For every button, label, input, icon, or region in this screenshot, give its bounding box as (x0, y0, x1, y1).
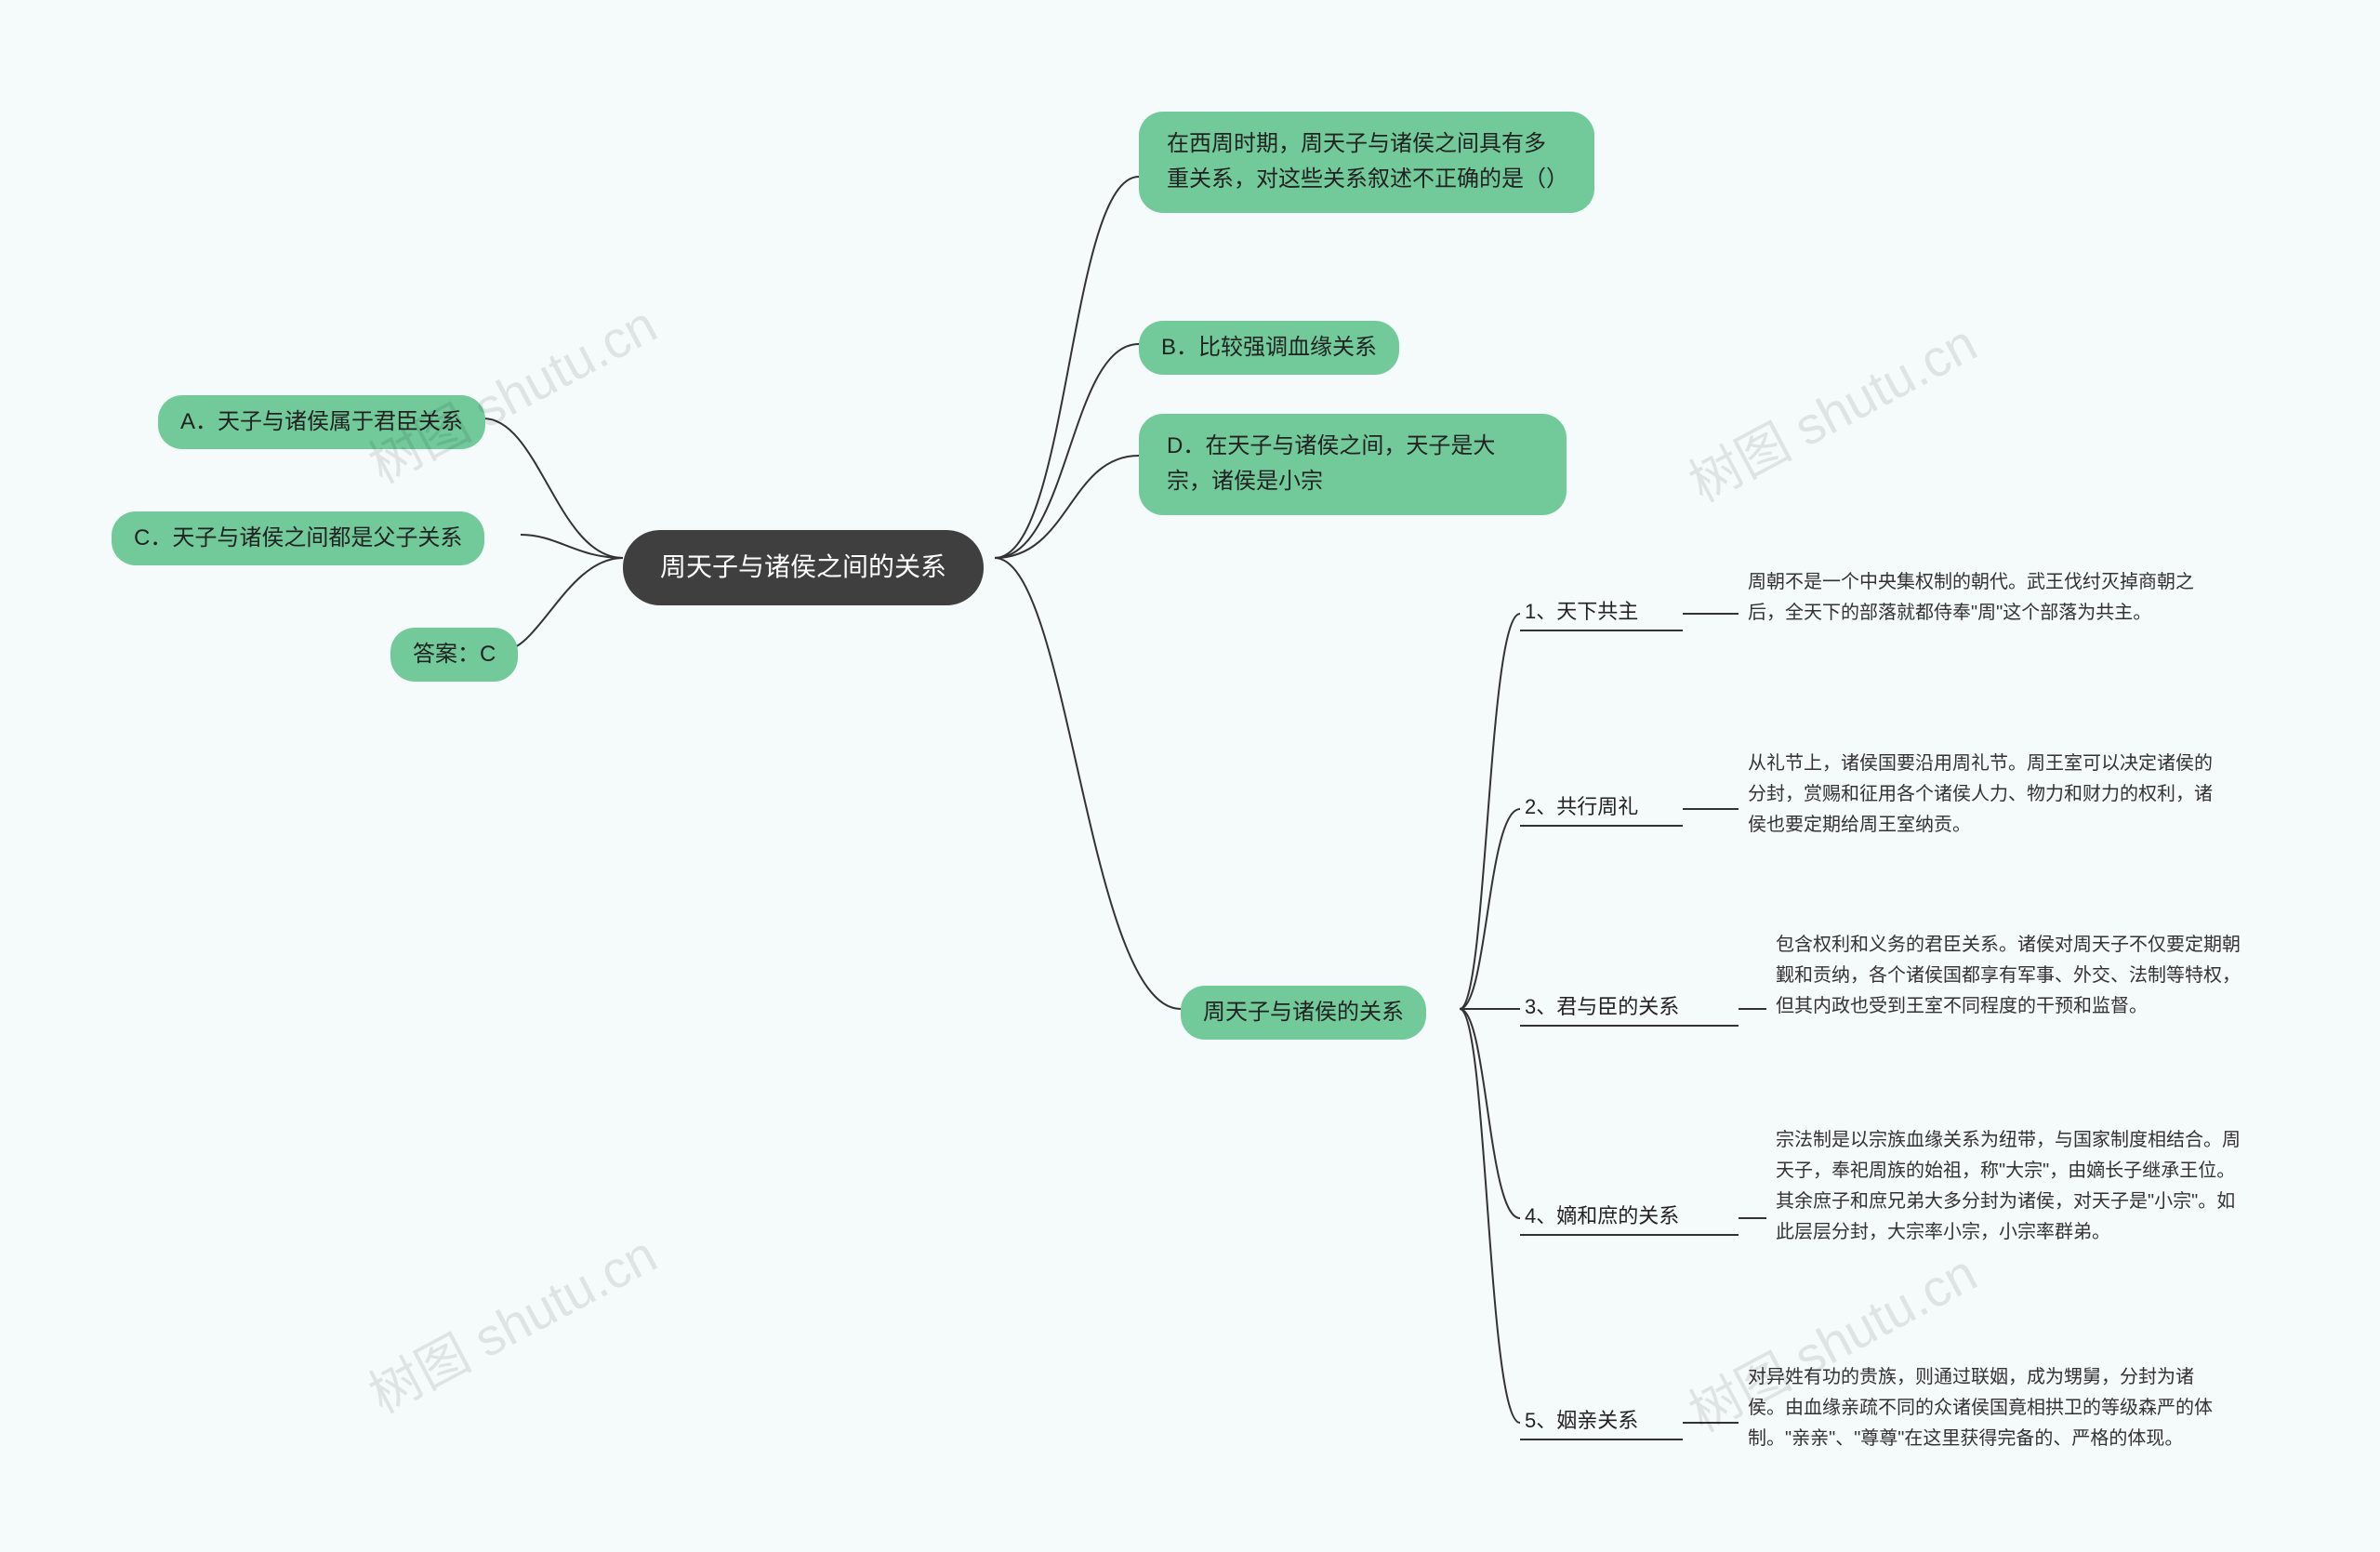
item-1-desc: 周朝不是一个中央集权制的朝代。武王伐纣灭掉商朝之后，全天下的部落就都侍奉"周"这… (1748, 567, 2213, 629)
option-d-text: D．在天子与诸侯之间，天子是大宗，诸侯是小宗 (1167, 433, 1495, 494)
watermark-text: 树图 shutu.cn (354, 1214, 668, 1428)
option-c[interactable]: C．天子与诸侯之间都是父子关系 (112, 511, 484, 565)
answer-text: 答案：C (413, 642, 496, 667)
root-label: 周天子与诸侯之间的关系 (660, 552, 946, 581)
option-b-text: B．比较强调血缘关系 (1161, 335, 1377, 360)
item-2-desc: 从礼节上，诸侯国要沿用周礼节。周王室可以决定诸侯的分封，赏赐和征用各个诸侯人力、… (1748, 749, 2213, 841)
item-1-label[interactable]: 1、天下共主 (1525, 595, 1638, 628)
watermark-text: 树图 shutu.cn (354, 284, 668, 498)
item-4-desc: 宗法制是以宗族血缘关系为纽带，与国家制度相结合。周天子，奉祀周族的始祖，称"大宗… (1776, 1125, 2241, 1248)
item-3-label[interactable]: 3、君与臣的关系 (1525, 990, 1679, 1023)
option-b[interactable]: B．比较强调血缘关系 (1139, 321, 1399, 375)
question-node[interactable]: 在西周时期，周天子与诸侯之间具有多重关系，对这些关系叙述不正确的是（） (1139, 112, 1594, 213)
item-2-label[interactable]: 2、共行周礼 (1525, 790, 1638, 823)
section-title-node[interactable]: 周天子与诸侯的关系 (1181, 986, 1426, 1040)
item-4-label[interactable]: 4、嫡和庶的关系 (1525, 1200, 1679, 1232)
item-5-label[interactable]: 5、姻亲关系 (1525, 1404, 1638, 1437)
section-title-text: 周天子与诸侯的关系 (1203, 1000, 1404, 1025)
answer-node[interactable]: 答案：C (390, 628, 518, 682)
item-3-desc: 包含权利和义务的君臣关系。诸侯对周天子不仅要定期朝觐和贡纳，各个诸侯国都享有军事… (1776, 930, 2241, 1022)
watermark-text: 树图 shutu.cn (1674, 302, 1989, 517)
option-c-text: C．天子与诸侯之间都是父子关系 (134, 525, 462, 550)
option-a-text: A．天子与诸侯属于君臣关系 (180, 409, 463, 434)
item-5-desc: 对异姓有功的贵族，则通过联姻，成为甥舅，分封为诸侯。由血缘亲疏不同的众诸侯国竟相… (1748, 1362, 2213, 1454)
option-a[interactable]: A．天子与诸侯属于君臣关系 (158, 395, 485, 449)
root-node[interactable]: 周天子与诸侯之间的关系 (623, 530, 984, 605)
option-d[interactable]: D．在天子与诸侯之间，天子是大宗，诸侯是小宗 (1139, 414, 1567, 515)
question-text: 在西周时期，周天子与诸侯之间具有多重关系，对这些关系叙述不正确的是（） (1167, 131, 1568, 192)
